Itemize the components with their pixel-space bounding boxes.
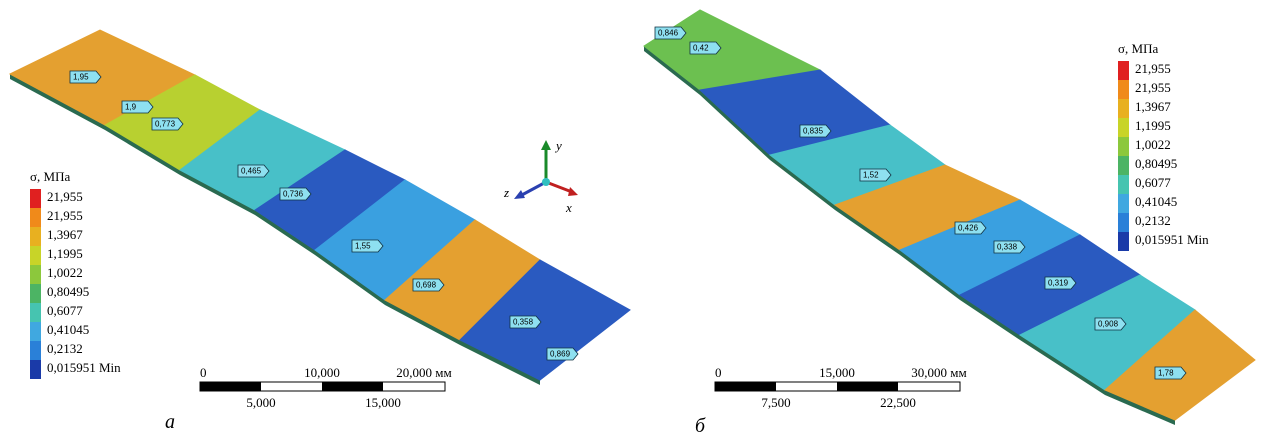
probe-value: 0,846: [658, 29, 679, 38]
legend-swatch: [30, 284, 41, 303]
axis-triad: y z x: [503, 138, 578, 215]
legend-label: 1,1995: [47, 246, 83, 261]
legend-label: 0,80495: [47, 284, 89, 299]
axis-label: x: [565, 200, 572, 215]
legend-label: 1,1995: [1135, 118, 1171, 133]
legend-swatch: [1118, 213, 1129, 232]
legend-label: 21,955: [1135, 61, 1171, 76]
legend-swatch: [30, 341, 41, 360]
stress-plots: [10, 10, 1255, 425]
scale-label: 30,000 мм: [911, 365, 966, 380]
legend-swatch: [1118, 99, 1129, 118]
probe-value: 1,78: [1158, 369, 1174, 378]
legend-label: 1,0022: [1135, 137, 1171, 152]
probe-value: 0,358: [513, 318, 534, 327]
scale-label: 0: [200, 365, 207, 380]
panel-label: а: [165, 411, 175, 433]
legend-swatch: [1118, 156, 1129, 175]
scale-label: 7,500: [761, 395, 790, 410]
scale-label: 10,000: [304, 365, 340, 380]
legend-swatch: [30, 189, 41, 208]
legend-swatch: [30, 322, 41, 341]
probe-value: 0,698: [416, 281, 437, 290]
scale-label: 20,000 мм: [396, 365, 451, 380]
legend-title: σ, МПа: [30, 169, 70, 184]
legend-label: 1,0022: [47, 265, 83, 280]
legend-label: 0,6077: [1135, 175, 1171, 190]
scale-label: 15,000: [365, 395, 401, 410]
legend-label: 1,3967: [1135, 99, 1171, 114]
axis-label: z: [503, 185, 509, 200]
probe-value: 0,426: [958, 224, 979, 233]
legend-swatch: [30, 303, 41, 322]
legend-swatch: [30, 227, 41, 246]
scale-label: 15,000: [819, 365, 855, 380]
probe-value: 0,835: [803, 127, 824, 136]
legend-swatch: [1118, 175, 1129, 194]
legend-label: 1,3967: [47, 227, 83, 242]
probe-value: 0,869: [550, 350, 571, 359]
legend-swatch: [1118, 61, 1129, 80]
probe-value: 0,908: [1098, 320, 1119, 329]
legend-label: 21,955: [1135, 80, 1171, 95]
probe-value: 1,55: [355, 242, 371, 251]
figure: y z x σ, МПа 21,955 21,955 1,3967 1,1995 1,00…: [0, 0, 1268, 436]
legend-swatch: [1118, 232, 1129, 251]
legend-swatch: [30, 246, 41, 265]
probe-value: 0,736: [283, 190, 304, 199]
scale-bar: [200, 382, 960, 391]
legend-swatch: [1118, 118, 1129, 137]
legend-label: 0,41045: [1135, 194, 1177, 209]
legend-label: 0,41045: [47, 322, 89, 337]
legend-swatch: [30, 208, 41, 227]
probe-value: 1,52: [863, 171, 879, 180]
scale-label: 22,500: [880, 395, 916, 410]
legend-label: 0,015951 Min: [1135, 232, 1209, 247]
legend-swatch: [1118, 194, 1129, 213]
scale-label: 0: [715, 365, 722, 380]
legend-label: 0,015951 Min: [47, 360, 121, 375]
legend-label: 21,955: [47, 189, 83, 204]
legend-label: 0,2132: [1135, 213, 1171, 228]
scale-label: 5,000: [246, 395, 275, 410]
probe-value: 0,42: [693, 44, 709, 53]
probe-value: 1,95: [73, 73, 89, 82]
legend-swatch: [1118, 137, 1129, 156]
legend-swatch: [30, 360, 41, 379]
axis-label: y: [554, 138, 562, 153]
probe-value: 0,465: [241, 167, 262, 176]
probe-value: 0,338: [997, 243, 1018, 252]
legend-label: 0,2132: [47, 341, 83, 356]
probe-value: 1,9: [125, 103, 137, 112]
legend-swatch: [1118, 80, 1129, 99]
legend-label: 0,80495: [1135, 156, 1177, 171]
probe-value: 0,773: [155, 120, 176, 129]
legend-label: 21,955: [47, 208, 83, 223]
panel-label: б: [695, 415, 706, 436]
legend-swatch: [30, 265, 41, 284]
probe-value: 0,319: [1048, 279, 1069, 288]
legend-label: 0,6077: [47, 303, 83, 318]
legend-title: σ, МПа: [1118, 41, 1158, 56]
